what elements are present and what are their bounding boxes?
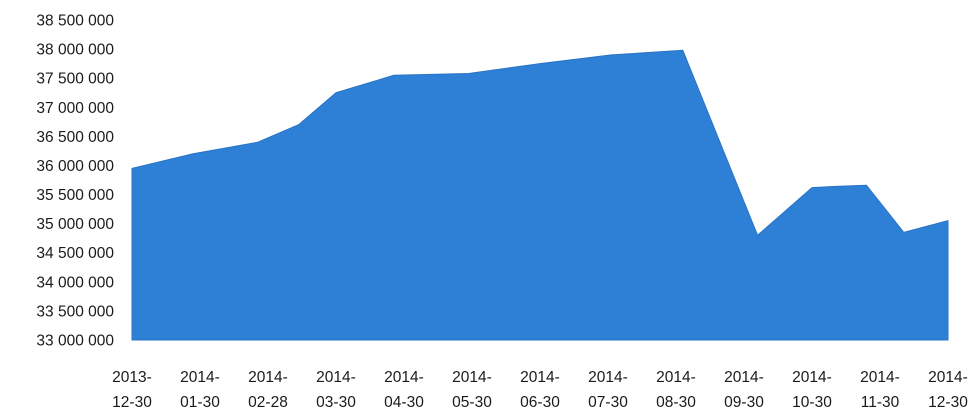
- y-tick-label: 34 000 000: [36, 274, 114, 291]
- y-tick-label: 36 500 000: [36, 129, 114, 146]
- y-tick-label: 33 500 000: [36, 303, 114, 320]
- x-tick-label-line: 2014-: [248, 369, 288, 386]
- y-tick-label: 37 500 000: [36, 71, 114, 88]
- x-tick-label-line: 2014-: [724, 369, 764, 386]
- x-tick-label-line: 2014-: [588, 369, 628, 386]
- x-tick-label-line: 09-30: [724, 394, 764, 411]
- x-tick-label-line: 10-30: [792, 394, 832, 411]
- y-tick-label: 37 000 000: [36, 100, 114, 117]
- x-tick-label-line: 01-30: [180, 394, 220, 411]
- x-tick-label: 2014- 03-30: [316, 369, 356, 411]
- x-tick-label: 2014- 05-30: [452, 369, 492, 411]
- x-tick-label-line: 2013-: [112, 369, 152, 386]
- x-tick-label: 2014- 08-30: [656, 369, 696, 411]
- x-tick-label-line: 07-30: [588, 394, 628, 411]
- x-tick-label-line: 03-30: [316, 394, 356, 411]
- y-tick-label: 34 500 000: [36, 245, 114, 262]
- x-tick-label-line: 2014-: [180, 369, 220, 386]
- plot-area: [131, 49, 949, 341]
- x-tick-label-line: 05-30: [452, 394, 492, 411]
- x-tick-label: 2014- 06-30: [520, 369, 560, 411]
- x-tick-label: 2014- 07-30: [588, 369, 628, 411]
- x-tick-label-line: 11-30: [861, 394, 900, 411]
- x-tick-label-line: 2014-: [452, 369, 492, 386]
- y-tick-label: 33 000 000: [36, 333, 114, 350]
- x-tick-label-line: 08-30: [656, 394, 696, 411]
- x-tick-label-line: 06-30: [520, 394, 560, 411]
- x-tick-label: 2014- 04-30: [384, 369, 424, 411]
- y-tick-label: 35 500 000: [36, 187, 114, 204]
- x-tick-label: 2014- 01-30: [180, 369, 220, 411]
- y-tick-label: 36 000 000: [36, 158, 114, 175]
- y-axis-tick-labels: 33 000 000 33 500 000 34 000 000 34 500 000…: [36, 13, 114, 350]
- x-tick-label: 2014- 10-30: [792, 369, 832, 411]
- x-tick-label-line: 02-28: [248, 394, 288, 411]
- area-series: [131, 49, 949, 341]
- x-tick-label-line: 2014-: [656, 369, 696, 386]
- x-tick-label: 2013- 12-30: [112, 369, 152, 411]
- x-tick-label-line: 2014-: [928, 369, 968, 386]
- x-tick-label-line: 2014-: [316, 369, 356, 386]
- x-tick-label-line: 04-30: [384, 394, 424, 411]
- x-tick-label-line: 2014-: [792, 369, 832, 386]
- x-tick-label-line: 2014-: [860, 369, 900, 386]
- x-tick-label: 2014- 09-30: [724, 369, 764, 411]
- x-tick-label: 2014- 02-28: [248, 369, 288, 411]
- y-tick-label: 38 000 000: [36, 42, 114, 59]
- y-tick-label: 38 500 000: [36, 13, 114, 30]
- x-tick-label-line: 12-30: [928, 394, 968, 411]
- x-axis-tick-labels: 2013- 12-30 2014- 01-30 2014- 02-28 2014- 03-30…: [112, 369, 968, 411]
- x-tick-label: 2014- 11-30: [860, 369, 900, 411]
- x-tick-label-line: 2014-: [520, 369, 560, 386]
- x-tick-label: 2014- 12-30: [928, 369, 968, 411]
- x-tick-label-line: 2014-: [384, 369, 424, 386]
- x-tick-label-line: 12-30: [112, 394, 152, 411]
- y-tick-label: 35 000 000: [36, 216, 114, 233]
